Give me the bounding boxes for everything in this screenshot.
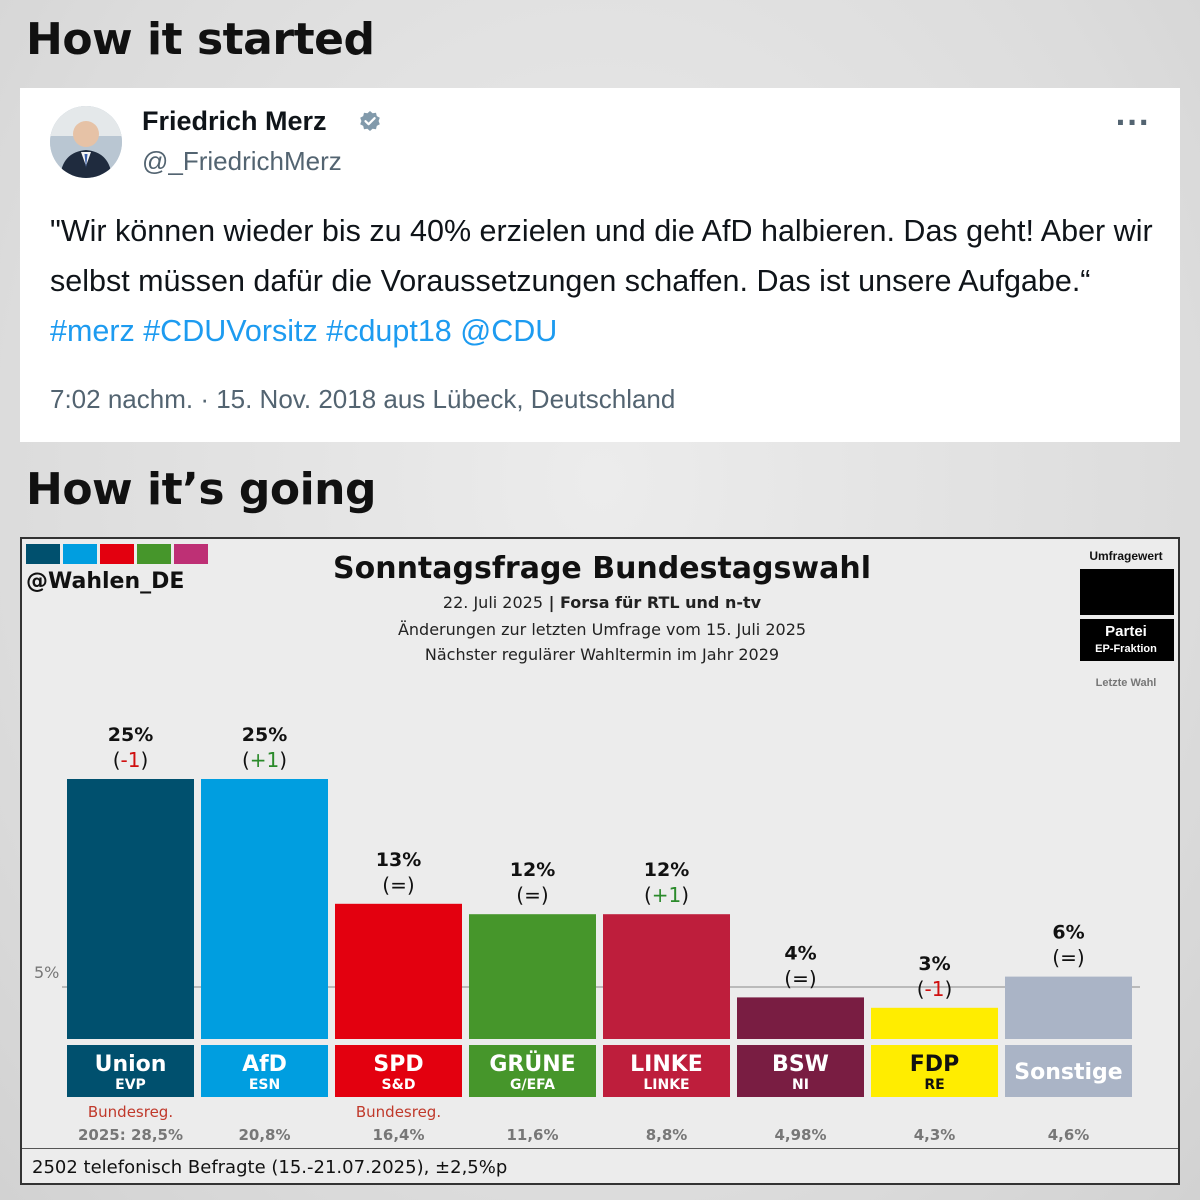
bar-linke — [603, 914, 730, 1039]
party-label-box — [737, 1045, 864, 1097]
bar-bsw — [737, 997, 864, 1039]
last-election-value: 16,4% — [372, 1126, 424, 1144]
legend-value-label: Umfragewert — [1089, 549, 1163, 563]
change-label: (=) — [382, 873, 414, 897]
government-note: Bundesreg. — [356, 1103, 441, 1121]
subtitle-separator: | — [543, 593, 560, 612]
party-label-box — [1005, 1045, 1132, 1097]
party-name: LINKE — [630, 1052, 703, 1077]
value-label: 6% — [1052, 922, 1084, 944]
party-label-box — [603, 1045, 730, 1097]
government-note: Bundesreg. — [88, 1103, 173, 1121]
party-name: SPD — [373, 1052, 423, 1077]
brand-swatch — [63, 544, 97, 564]
change-label: (-1) — [917, 977, 953, 1001]
ep-group: RE — [924, 1077, 944, 1093]
legend-party-label: Partei — [1105, 623, 1147, 640]
value-label: 13% — [376, 849, 421, 871]
brand-swatch — [26, 544, 60, 564]
brand-swatch — [137, 544, 171, 564]
value-label: 4% — [784, 942, 816, 964]
value-label: 3% — [918, 953, 950, 975]
party-name: BSW — [772, 1052, 829, 1077]
chart-subtitle-change: Änderungen zur letzten Umfrage vom 15. J… — [397, 620, 807, 639]
legend-group-label: EP-Fraktion — [1095, 643, 1157, 655]
chart-subtitle-source: 22. Juli 2025 | Forsa für RTL und n-tv — [22, 593, 1182, 612]
chart-footer: 2502 telefonisch Befragte (15.-21.07.202… — [32, 1157, 508, 1178]
party-label-box — [67, 1045, 194, 1097]
party-name: FDP — [910, 1052, 959, 1077]
tweet-text: "Wir können wieder bis zu 40% erzielen u… — [50, 206, 1160, 356]
ep-group: S&D — [382, 1077, 416, 1093]
party-name: Sonstige — [1014, 1060, 1122, 1085]
heading-how-it-started: How it started — [26, 14, 375, 65]
last-election-value: 8,8% — [646, 1126, 688, 1144]
party-label-box — [335, 1045, 462, 1097]
value-label: 25% — [242, 724, 287, 746]
bar-grüne — [469, 914, 596, 1039]
tweet-author-name[interactable]: Friedrich Merz — [142, 106, 327, 136]
bar-afd — [201, 779, 328, 1039]
change-label: (=) — [516, 883, 548, 907]
party-name: GRÜNE — [489, 1051, 575, 1077]
bar-sonstige — [1005, 976, 1132, 1039]
party-label-box — [871, 1045, 998, 1097]
legend-value-box — [1080, 569, 1174, 615]
party-label-box — [469, 1045, 596, 1097]
threshold-label: 5% — [34, 963, 59, 982]
ep-group: EVP — [115, 1077, 146, 1093]
ep-group: G/EFA — [510, 1077, 555, 1093]
last-election-value: 11,6% — [506, 1126, 558, 1144]
subtitle-date: 22. Juli 2025 — [442, 593, 544, 612]
value-label: 12% — [644, 859, 689, 881]
tweet-card[interactable]: Friedrich Merz @_FriedrichMerz ··· "Wir … — [20, 88, 1180, 442]
bar-spd — [335, 903, 462, 1039]
last-election-value: 2025: 28,5% — [78, 1126, 183, 1144]
ep-group: ESN — [249, 1077, 280, 1093]
tweet-author-handle[interactable]: @_FriedrichMerz — [142, 146, 342, 176]
brand-swatch — [174, 544, 208, 564]
chart-title: Sonntagsfrage Bundestagswahl — [333, 551, 871, 586]
ep-group: NI — [792, 1077, 809, 1093]
tweet-body: "Wir können wieder bis zu 40% erzielen u… — [50, 214, 1153, 298]
last-election-value: 20,8% — [238, 1126, 290, 1144]
value-label: 12% — [510, 859, 555, 881]
heading-how-its-going: How it’s going — [26, 464, 376, 515]
change-label: (=) — [1052, 946, 1084, 970]
last-election-value: 4,98% — [774, 1126, 826, 1144]
change-label: (+1) — [644, 883, 689, 907]
last-election-value: 4,6% — [1048, 1126, 1090, 1144]
bar-fdp — [871, 1007, 998, 1039]
avatar[interactable] — [50, 106, 122, 178]
footer-divider — [22, 1148, 1178, 1149]
verified-badge-icon — [360, 111, 380, 131]
legend-party-box — [1080, 619, 1174, 661]
party-label-box — [201, 1045, 328, 1097]
change-label: (=) — [784, 966, 816, 990]
brand-swatch — [100, 544, 134, 564]
change-label: (-1) — [113, 748, 149, 772]
ep-group: LINKE — [643, 1077, 689, 1093]
chart-subtitle-next-election: Nächster regulärer Wahltermin im Jahr 20… — [424, 645, 780, 664]
tweet-timestamp[interactable]: 7:02 nachm. · 15. Nov. 2018 aus Lübeck, … — [50, 384, 676, 414]
value-label: 25% — [108, 724, 153, 746]
legend-last-election-label: Letzte Wahl — [1095, 677, 1157, 689]
poll-chart-panel: @Wahlen_DE Sonntagsfrage Bundestagswahl … — [20, 537, 1180, 1185]
subtitle-institute: Forsa für RTL und n-tv — [560, 593, 762, 612]
brand-label: @Wahlen_DE — [26, 569, 185, 594]
more-options-icon[interactable]: ··· — [1115, 106, 1150, 139]
party-name: Union — [95, 1052, 167, 1077]
change-label: (+1) — [242, 748, 287, 772]
tweet-hashtags[interactable]: #merz #CDUVorsitz #cdupt18 @CDU — [50, 314, 558, 348]
last-election-value: 4,3% — [914, 1126, 956, 1144]
party-name: AfD — [242, 1052, 287, 1077]
bar-union — [67, 779, 194, 1039]
